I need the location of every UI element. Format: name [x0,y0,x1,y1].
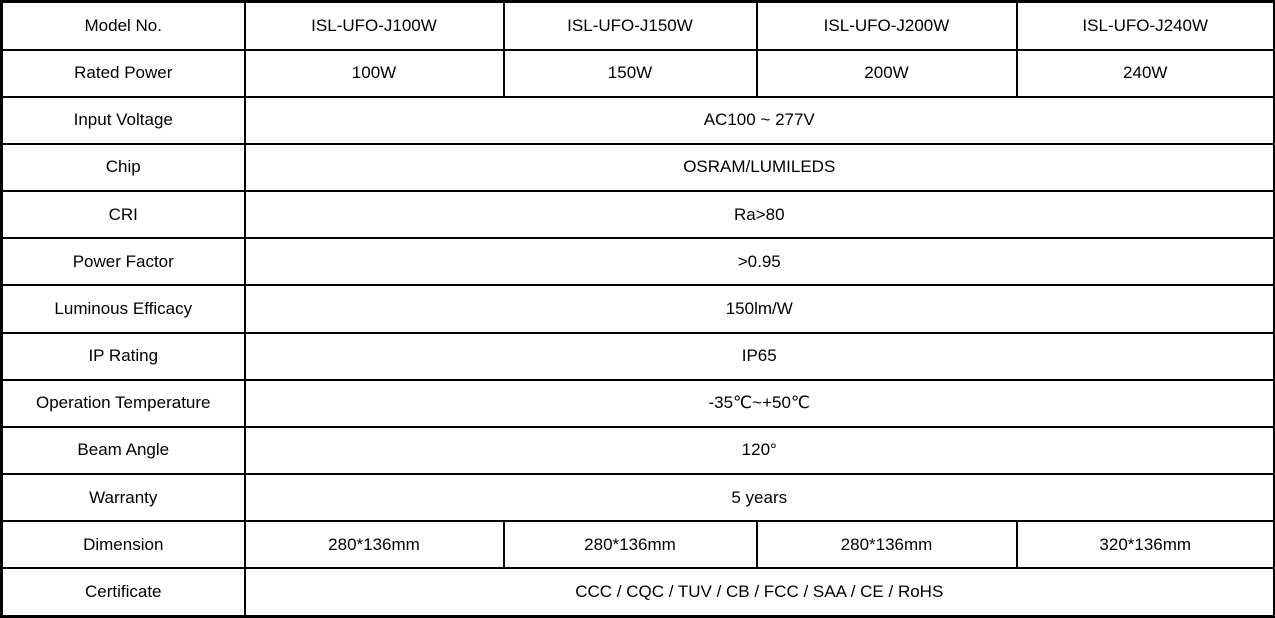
row-value-cell: ISL-UFO-J240W [1015,0,1275,51]
table-row: Operation Temperature -35℃~+50℃ [0,378,1275,428]
row-span-value-cell: OSRAM/LUMILEDS [243,142,1275,193]
row-value-cell: ISL-UFO-J150W [502,0,758,51]
row-span-value-cell: 120° [243,425,1275,475]
table-row: Power Factor >0.95 [0,237,1275,287]
row-label-cell: Luminous Efficacy [0,284,246,334]
table-row: Model No. ISL-UFO-J100W ISL-UFO-J150W ISL-U… [0,0,1275,51]
row-value-cell: 280*136mm [502,520,758,570]
row-value-cell: 280*136mm [755,520,1018,570]
table-row: Luminous Efficacy 150lm/W [0,284,1275,334]
row-value-cell: 280*136mm [243,520,505,570]
row-label-cell: Beam Angle [0,425,246,475]
table-row: IP Rating IP65 [0,331,1275,381]
row-value-cell: ISL-UFO-J200W [755,0,1018,51]
table-row: Beam Angle 120° [0,425,1275,475]
row-span-value-cell: >0.95 [243,237,1275,287]
table-row: CRI Ra>80 [0,190,1275,240]
row-value-cell: 240W [1015,48,1275,98]
row-label-cell: Rated Power [0,48,246,98]
table-row: Certificate CCC / CQC / TUV / CB / FCC / … [0,567,1275,618]
row-span-value-cell: AC100 ~ 277V [243,95,1275,145]
row-label-cell: Warranty [0,472,246,523]
row-value-cell: 200W [755,48,1018,98]
row-label-cell: Dimension [0,520,246,570]
row-span-value-cell: CCC / CQC / TUV / CB / FCC / SAA / CE / … [243,567,1275,618]
row-label-cell: Input Voltage [0,95,246,145]
row-label-cell: CRI [0,190,246,240]
table-row: Dimension 280*136mm 280*136mm 280*136mm 320*… [0,520,1275,570]
row-label-cell: Power Factor [0,237,246,287]
row-value-cell: 320*136mm [1015,520,1275,570]
table-row: Input Voltage AC100 ~ 277V [0,95,1275,145]
row-value-cell: 150W [502,48,758,98]
row-label-cell: IP Rating [0,331,246,381]
row-value-cell: 100W [243,48,505,98]
row-label-cell: Model No. [0,0,246,51]
row-span-value-cell: 5 years [243,472,1275,523]
table-row: Rated Power 100W 150W 200W 240W [0,48,1275,98]
row-span-value-cell: -35℃~+50℃ [243,378,1275,428]
row-span-value-cell: Ra>80 [243,190,1275,240]
row-span-value-cell: IP65 [243,331,1275,381]
row-span-value-cell: 150lm/W [243,284,1275,334]
row-label-cell: Chip [0,142,246,193]
row-value-cell: ISL-UFO-J100W [243,0,505,51]
table-row: Warranty 5 years [0,472,1275,523]
row-label-cell: Operation Temperature [0,378,246,428]
table-row: Chip OSRAM/LUMILEDS [0,142,1275,193]
row-label-cell: Certificate [0,567,246,618]
